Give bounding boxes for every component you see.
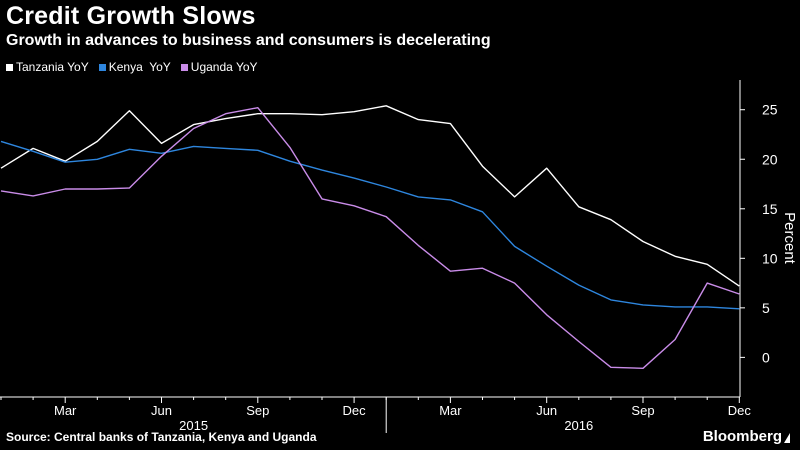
brand-name: Bloomberg bbox=[702, 428, 782, 445]
legend-swatch-uganda bbox=[180, 63, 188, 71]
x-year-label: 2016 bbox=[564, 418, 593, 433]
bloomberg-logo: Bloomberg bbox=[703, 428, 790, 445]
series-line-tanzania bbox=[0, 105, 740, 287]
legend-label-tanzania: Tanzania YoY bbox=[16, 60, 89, 74]
x-tick-label: Sep bbox=[631, 403, 654, 418]
series-lines bbox=[0, 105, 740, 369]
legend-item-tanzania: Tanzania YoY bbox=[6, 60, 89, 74]
brand-mark-icon bbox=[784, 432, 790, 443]
legend-label-kenya: Kenya YoY bbox=[108, 60, 171, 74]
source-note: Source: Central banks of Tanzania, Kenya… bbox=[6, 430, 317, 444]
series-line-uganda bbox=[0, 106, 740, 369]
legend-item-uganda: Uganda YoY bbox=[180, 60, 258, 74]
chart-title: Credit Growth Slows bbox=[6, 2, 256, 30]
chart-subtitle: Growth in advances to business and consu… bbox=[6, 32, 491, 49]
y-tick-label: 20 bbox=[762, 151, 778, 167]
legend-item-kenya: Kenya YoY bbox=[98, 60, 171, 74]
legend-swatch-tanzania bbox=[6, 63, 13, 71]
x-tick-label: Mar bbox=[54, 403, 77, 418]
y-axis-label: Percent bbox=[781, 212, 798, 265]
y-tick-label: 0 bbox=[762, 349, 770, 365]
y-tick-label: 15 bbox=[762, 201, 778, 217]
y-tick-label: 5 bbox=[762, 300, 770, 316]
y-tick-label: 25 bbox=[762, 102, 778, 118]
chart-axes: 0 5 10 15 20 25 Percent Mar Jun Sep Dec Mar Jun Sep De… bbox=[0, 80, 798, 433]
x-tick-label: Dec bbox=[343, 403, 367, 418]
x-tick-label: Sep bbox=[246, 403, 269, 418]
legend-swatch-kenya bbox=[98, 63, 106, 71]
x-tick-label: Mar bbox=[439, 403, 462, 418]
y-tick-label: 10 bbox=[762, 250, 778, 266]
x-tick-label: Jun bbox=[151, 403, 172, 418]
x-year-label: 2015 bbox=[179, 418, 208, 433]
x-tick-label: Dec bbox=[728, 403, 752, 418]
series-line-kenya bbox=[0, 140, 740, 310]
legend-label-uganda: Uganda YoY bbox=[190, 60, 258, 74]
chart-legend: Tanzania YoY Kenya YoY Uganda YoY bbox=[6, 60, 258, 74]
x-tick-label: Jun bbox=[536, 403, 557, 418]
